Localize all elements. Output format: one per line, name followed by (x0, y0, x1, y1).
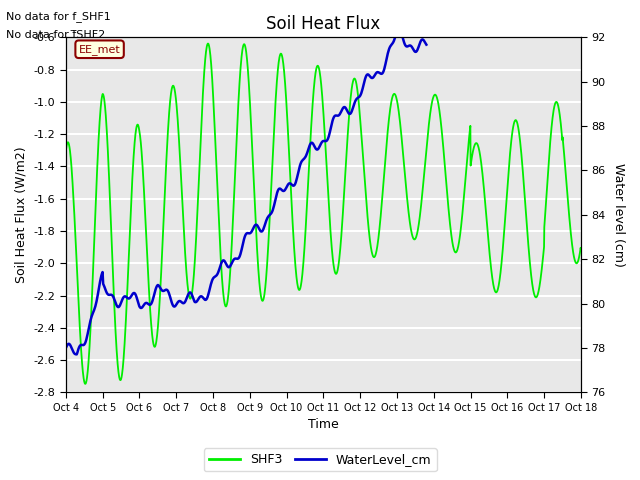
Y-axis label: Soil Heat Flux (W/m2): Soil Heat Flux (W/m2) (15, 146, 28, 283)
Text: No data for f̅SHF2: No data for f̅SHF2 (6, 30, 106, 40)
Legend: SHF3, WaterLevel_cm: SHF3, WaterLevel_cm (204, 448, 436, 471)
X-axis label: Time: Time (308, 419, 339, 432)
Text: EE_met: EE_met (79, 44, 120, 55)
Title: Soil Heat Flux: Soil Heat Flux (266, 15, 381, 33)
Text: No data for f_SHF1: No data for f_SHF1 (6, 11, 111, 22)
Y-axis label: Water level (cm): Water level (cm) (612, 163, 625, 267)
